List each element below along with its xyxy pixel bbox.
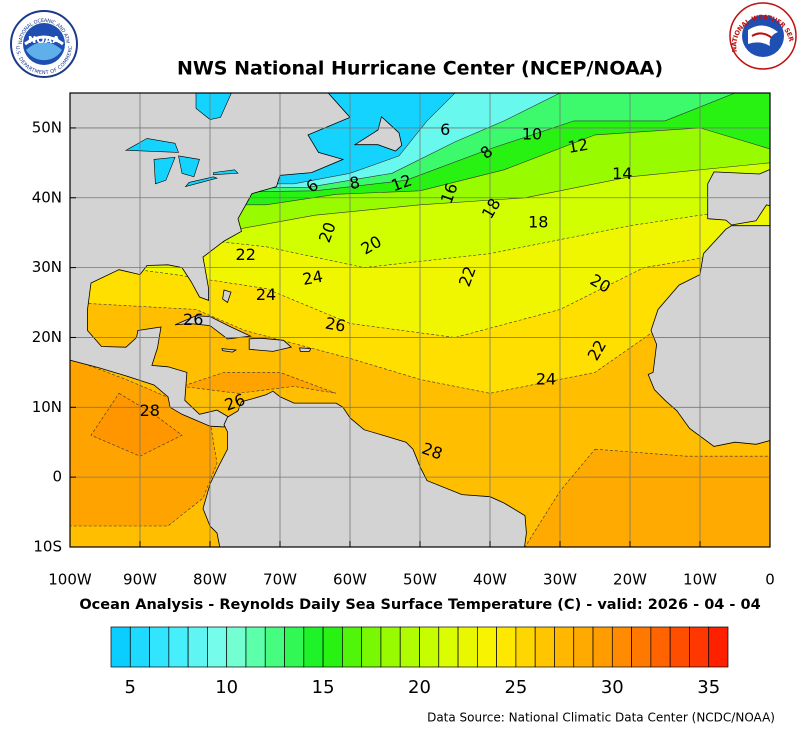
- land: [647, 225, 770, 447]
- colorbar-box: [650, 626, 671, 668]
- colorbar-box: [631, 626, 652, 668]
- logo-ring-text: NATIONAL WEATHER SERVICE: [0, 0, 795, 53]
- colorbar-box: [187, 626, 208, 668]
- colorbar-tick-label: 30: [601, 677, 624, 698]
- x-tick-label: 70W: [263, 571, 297, 589]
- x-tick-label: 60W: [333, 571, 367, 589]
- contour-label: 24: [256, 285, 276, 304]
- x-tick-label: 20W: [613, 571, 647, 589]
- x-tick-label: 80W: [193, 571, 227, 589]
- colorbar-box: [264, 626, 285, 668]
- land: [248, 337, 293, 352]
- y-tick-label: 40N: [32, 188, 62, 206]
- lake: [184, 176, 218, 188]
- colorbar-box: [419, 626, 440, 668]
- colorbar-box: [457, 626, 478, 668]
- x-tick-label: 0: [765, 571, 775, 589]
- x-tick-label: 90W: [123, 571, 157, 589]
- lake: [153, 156, 176, 185]
- x-tick-label: 100W: [48, 571, 92, 589]
- colorbar: 5 10 15 20 25 30 35: [110, 626, 729, 698]
- colorbar-box: [284, 626, 305, 668]
- colorbar-box: [129, 626, 150, 668]
- colorbar-box: [496, 626, 517, 668]
- land: [221, 348, 238, 353]
- sst-band: [90, 392, 183, 457]
- noaa-logo: NOAA NATIONAL OCEANIC AND ATMOSPHERIC AD…: [0, 0, 78, 78]
- x-tick-label: 30W: [543, 571, 577, 589]
- title: NWS National Hurricane Center (NCEP/NOAA…: [177, 58, 663, 80]
- contour-label: 14: [612, 164, 632, 183]
- colorbar-box: [399, 626, 420, 668]
- colorbar-box: [110, 626, 131, 668]
- colorbar-box: [226, 626, 247, 668]
- x-tick-label: 50W: [403, 571, 437, 589]
- colorbar-box: [515, 626, 536, 668]
- colorbar-box: [149, 626, 170, 668]
- colorbar-box: [380, 626, 401, 668]
- colorbar-tick-label: 35: [697, 677, 720, 698]
- caption: Ocean Analysis - Reynolds Daily Sea Surf…: [79, 597, 760, 613]
- y-tick-label: 10N: [32, 398, 62, 416]
- contour-label: 24: [536, 370, 556, 389]
- y-tick-label: 10S: [33, 538, 62, 556]
- colorbar-tick-label: 25: [504, 677, 527, 698]
- land: [707, 168, 770, 226]
- colorbar-box: [554, 626, 575, 668]
- logo-text: NOAA: [28, 35, 60, 46]
- logo-ring-path: NATIONAL WEATHER SERVICE: [0, 0, 795, 53]
- contour-label: 10: [522, 124, 542, 143]
- y-tick-label: 20N: [32, 328, 62, 346]
- contour-label: 24: [301, 267, 324, 289]
- contour-label: 18: [528, 212, 548, 231]
- contour-label: 28: [140, 401, 160, 420]
- contour-label: 26: [324, 313, 347, 335]
- colorbar-box: [303, 626, 324, 668]
- y-tick-label: 0: [52, 468, 62, 486]
- contour-label: 8: [348, 173, 361, 193]
- contour-label: 26: [183, 310, 203, 329]
- land: [299, 347, 312, 352]
- y-tick-label: 30N: [32, 258, 62, 276]
- colorbar-box: [476, 626, 497, 668]
- colorbar-box: [669, 626, 690, 668]
- colorbar-box: [342, 626, 363, 668]
- lake: [213, 169, 239, 176]
- colorbar-box: [168, 626, 189, 668]
- colorbar-box: [361, 626, 382, 668]
- colorbar-box: [245, 626, 266, 668]
- contour-label: 22: [236, 245, 256, 264]
- y-tick-label: 50N: [32, 118, 62, 136]
- x-tick-label: 10W: [683, 571, 717, 589]
- sst-band: [181, 372, 337, 394]
- land: [174, 315, 253, 340]
- source: Data Source: National Climatic Data Cent…: [427, 711, 775, 725]
- contour-label: 6: [440, 120, 450, 139]
- land: [202, 390, 527, 547]
- lake: [178, 155, 200, 178]
- axes: 100W 90W 80W 70W 60W 50W 40W 30W 20W 10W 0 10S 0 10N 2…: [32, 118, 775, 588]
- colorbar-box: [592, 626, 613, 668]
- colorbar-box: [689, 626, 710, 668]
- colorbar-box: [207, 626, 228, 668]
- colorbar-tick-label: 10: [215, 677, 238, 698]
- colorbar-box: [322, 626, 343, 668]
- colorbar-box: [708, 626, 729, 668]
- colorbar-tick-label: 5: [125, 677, 136, 698]
- land: [222, 289, 232, 304]
- lake: [195, 93, 232, 120]
- colorbar-box: [438, 626, 459, 668]
- colorbar-box: [573, 626, 594, 668]
- colorbar-box: [611, 626, 632, 668]
- contour-label: 12: [566, 135, 589, 157]
- x-tick-label: 40W: [473, 571, 507, 589]
- colorbar-tick-label: 20: [408, 677, 431, 698]
- colorbar-box: [534, 626, 555, 668]
- colorbar-tick-label: 15: [312, 677, 335, 698]
